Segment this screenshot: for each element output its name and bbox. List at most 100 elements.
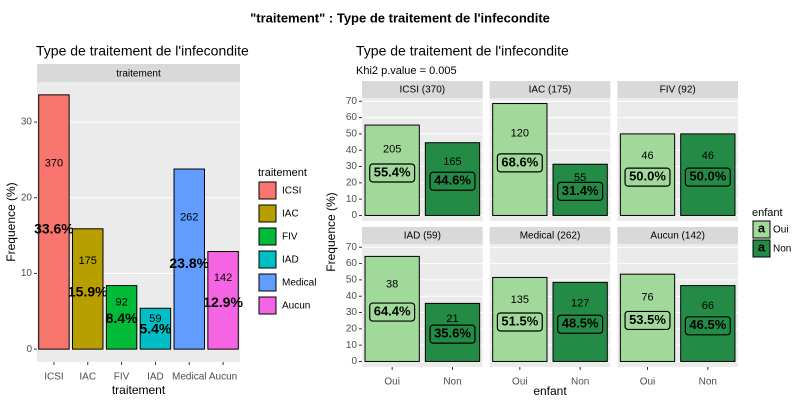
value-label: 12.9% <box>203 294 243 310</box>
y-tick-label: 20 <box>346 323 358 334</box>
legend-key <box>752 220 771 239</box>
value-label: 51.5% <box>501 313 538 328</box>
strip-label: Aucun (142) <box>650 231 704 242</box>
strip-label: IAC (175) <box>529 85 572 96</box>
x-tick-label: Aucun <box>209 372 237 383</box>
value-label: 35.6% <box>434 326 471 341</box>
x-tick-label: IAC <box>79 372 96 383</box>
label-box <box>624 310 671 331</box>
count-label: 66 <box>702 300 714 312</box>
label-box <box>496 312 543 332</box>
x-axis-title: enfant <box>533 384 567 398</box>
label-box <box>557 314 604 334</box>
chart-title: Type de traitement de l'infecondite <box>36 43 249 59</box>
count-label: 165 <box>443 156 461 168</box>
strip-label: ICSI (370) <box>400 85 446 96</box>
strip <box>362 227 483 244</box>
y-tick-label: 0 <box>351 210 357 221</box>
label-box <box>429 324 476 344</box>
y-tick-label: 20 <box>346 177 358 188</box>
y-tick-label: 30 <box>21 117 33 128</box>
bar <box>173 168 205 350</box>
count-label: 21 <box>446 313 458 325</box>
value-label: 50.0% <box>689 169 726 184</box>
chart-subtitle: Khi2 p.value = 0.005 <box>356 65 457 77</box>
count-label: 76 <box>641 292 653 304</box>
y-tick-label: 60 <box>346 112 358 123</box>
y-tick-label: 10 <box>346 340 358 351</box>
value-label: 33.6% <box>34 220 74 236</box>
value-label: 55.4% <box>374 164 411 179</box>
count-label: 120 <box>511 128 529 140</box>
legend-label: Oui <box>773 225 789 236</box>
bar <box>105 285 138 350</box>
value-label: 31.4% <box>562 183 599 198</box>
value-label: 44.6% <box>434 173 471 188</box>
legend-label: Aucun <box>282 301 310 312</box>
bar <box>38 94 70 350</box>
value-label: 8.4% <box>106 310 138 326</box>
legend-label: ICSI <box>282 186 301 197</box>
label-box <box>624 167 671 187</box>
legend-key <box>258 204 277 223</box>
x-tick-label: Medical <box>172 372 206 383</box>
y-tick-label: 0 <box>26 344 32 355</box>
bar <box>139 307 172 350</box>
legend-label: IAC <box>282 209 299 220</box>
strip-label: Medical (262) <box>520 231 581 242</box>
count-label: 127 <box>571 298 589 310</box>
bar <box>207 251 239 350</box>
x-tick-label: Oui <box>384 377 400 388</box>
value-label: 48.5% <box>562 316 599 331</box>
strip <box>617 81 738 98</box>
x-tick-label: Oui <box>640 377 656 388</box>
y-tick-label: 50 <box>346 275 358 286</box>
count-label: 92 <box>115 297 127 309</box>
y-tick-label: 0 <box>351 356 357 367</box>
strip <box>489 81 611 98</box>
y-tick-label: 10 <box>346 194 358 205</box>
strip-label: FIV (92) <box>660 85 696 96</box>
value-label: 64.4% <box>374 304 411 319</box>
count-label: 142 <box>214 272 232 284</box>
legend-key-glyph: a <box>758 239 766 254</box>
legend-key <box>752 239 771 258</box>
count-label: 46 <box>641 150 653 162</box>
count-label: 370 <box>45 157 63 169</box>
count-label: 38 <box>386 279 398 291</box>
value-label: 46.5% <box>689 317 726 332</box>
x-tick-label: IAD <box>147 372 164 383</box>
legend-title: traitement <box>258 167 307 179</box>
x-tick-label: ICSI <box>44 372 63 383</box>
value-label: 15.9% <box>68 283 108 299</box>
y-tick-label: 70 <box>346 96 358 107</box>
y-tick-label: 30 <box>346 161 358 172</box>
label-box <box>429 171 476 191</box>
y-tick-label: 10 <box>21 268 33 279</box>
y-tick-label: 30 <box>346 307 358 318</box>
y-tick-label: 50 <box>346 129 358 140</box>
panel-background <box>37 82 240 362</box>
strip-label: IAD (59) <box>404 231 441 242</box>
legend-key <box>258 227 277 246</box>
count-label: 262 <box>180 212 198 224</box>
label-box <box>369 163 416 183</box>
x-axis-title: traitement <box>112 383 166 397</box>
value-label: 23.8% <box>169 255 209 271</box>
strip <box>37 64 240 82</box>
y-tick-label: 70 <box>346 242 358 253</box>
count-label: 175 <box>79 255 97 267</box>
count-label: 135 <box>511 294 529 306</box>
strip <box>617 227 738 244</box>
value-label: 53.5% <box>629 312 666 327</box>
strip <box>362 81 483 98</box>
legend-key <box>258 181 277 200</box>
count-label: 55 <box>574 172 586 184</box>
x-tick-label: Non <box>699 377 717 388</box>
y-tick-label: 40 <box>346 145 358 156</box>
y-tick-label: 60 <box>346 258 358 269</box>
legend-key <box>258 250 277 269</box>
legend-title: enfant <box>752 207 783 219</box>
count-label: 46 <box>702 150 714 162</box>
